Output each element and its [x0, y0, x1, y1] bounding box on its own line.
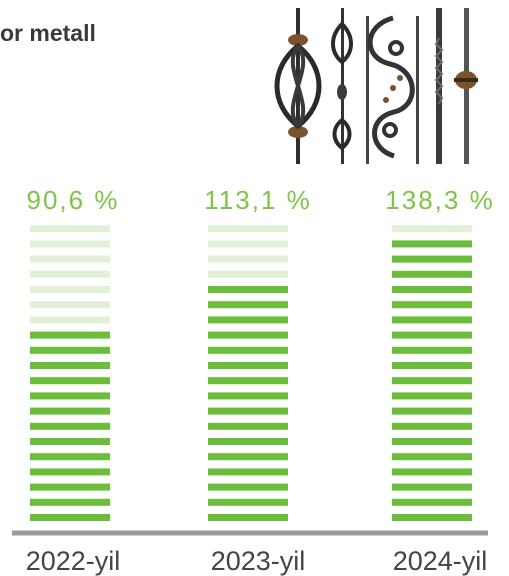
- bar-stripe-empty: [30, 286, 110, 293]
- bar-stripe-filled: [392, 346, 472, 354]
- bar-stripe-filled: [208, 377, 288, 385]
- bar-stripe-filled: [208, 392, 288, 400]
- bar-stripe-filled: [30, 483, 110, 491]
- bar-stripe-filled: [392, 392, 472, 400]
- bar-stripe-filled: [30, 362, 110, 369]
- bar-stripe-filled: [30, 438, 110, 445]
- bar-stripe-filled: [392, 270, 472, 278]
- bar-stripe-filled: [30, 468, 110, 476]
- bar-stripe-filled: [208, 498, 288, 506]
- data-label-2022-yil: 90,6 %: [27, 185, 120, 215]
- bar-stripe-empty: [208, 240, 288, 248]
- bar-stripe-filled: [392, 240, 472, 248]
- bar-stripe-filled: [30, 377, 110, 385]
- x-tick-label-2022-yil: 2022-yil: [26, 546, 121, 576]
- bar-stripe-filled: [208, 453, 288, 461]
- bar-2023-yil: [208, 225, 288, 521]
- bar-stripe-filled: [392, 331, 472, 339]
- bar-stripe-filled: [392, 316, 472, 324]
- bar-stripe-filled: [30, 346, 110, 354]
- bar-stripe-filled: [208, 422, 288, 430]
- bar-stripe-filled: [208, 407, 288, 415]
- x-tick-label-2023-yil: 2023-yil: [211, 546, 306, 576]
- bar-stripe-filled: [392, 286, 472, 293]
- bar-stripe-filled: [392, 377, 472, 385]
- bar-stripe-empty: [30, 255, 110, 263]
- bar-stripe-filled: [208, 362, 288, 369]
- x-tick-label-2024-yil: 2024-yil: [393, 546, 488, 576]
- bar-2022-yil: [30, 225, 110, 521]
- data-label-2024-yil: 138,3 %: [385, 185, 494, 215]
- bar-stripe-empty: [30, 301, 110, 309]
- bar-stripe-empty: [30, 316, 110, 324]
- bar-stripe-filled: [392, 438, 472, 445]
- bar-stripe-filled: [30, 453, 110, 461]
- bar-2024-yil: [392, 225, 472, 521]
- bar-stripe-filled: [392, 514, 472, 521]
- chart-title: or metall: [0, 20, 96, 46]
- bar-stripe-empty: [30, 225, 110, 233]
- bar-stripe-empty: [208, 225, 288, 233]
- bar-stripe-filled: [208, 438, 288, 445]
- bar-stripe-filled: [392, 407, 472, 415]
- bar-stripe-filled: [392, 468, 472, 476]
- data-label-2023-yil: 113,1 %: [204, 185, 311, 215]
- bar-stripe-filled: [30, 514, 110, 521]
- bar-stripe-empty: [30, 240, 110, 248]
- bar-stripe-filled: [208, 316, 288, 324]
- bar-stripe-filled: [208, 468, 288, 476]
- bar-stripe-filled: [208, 346, 288, 354]
- bar-stripe-filled: [30, 331, 110, 339]
- bar-stripe-filled: [208, 514, 288, 521]
- bar-stripe-filled: [30, 407, 110, 415]
- bar-stripe-filled: [392, 255, 472, 263]
- bar-stripe-filled: [208, 301, 288, 309]
- bar-stripe-filled: [392, 362, 472, 369]
- bar-stripe-filled: [392, 483, 472, 491]
- wrought-iron-balusters-image: [268, 8, 490, 164]
- bar-stripe-filled: [208, 286, 288, 293]
- bar-stripe-empty: [208, 270, 288, 278]
- bar-stripe-filled: [30, 498, 110, 506]
- bar-stripe-filled: [392, 422, 472, 430]
- bar-stripe-empty: [392, 225, 472, 233]
- bar-stripe-filled: [392, 453, 472, 461]
- bar-stripe-filled: [392, 498, 472, 506]
- bar-stripe-empty: [208, 255, 288, 263]
- bar-stripe-filled: [392, 301, 472, 309]
- bar-stripe-filled: [208, 483, 288, 491]
- bar-stripe-filled: [30, 422, 110, 430]
- bar-stripe-empty: [30, 270, 110, 278]
- bar-stripe-filled: [208, 331, 288, 339]
- bar-stripe-filled: [30, 392, 110, 400]
